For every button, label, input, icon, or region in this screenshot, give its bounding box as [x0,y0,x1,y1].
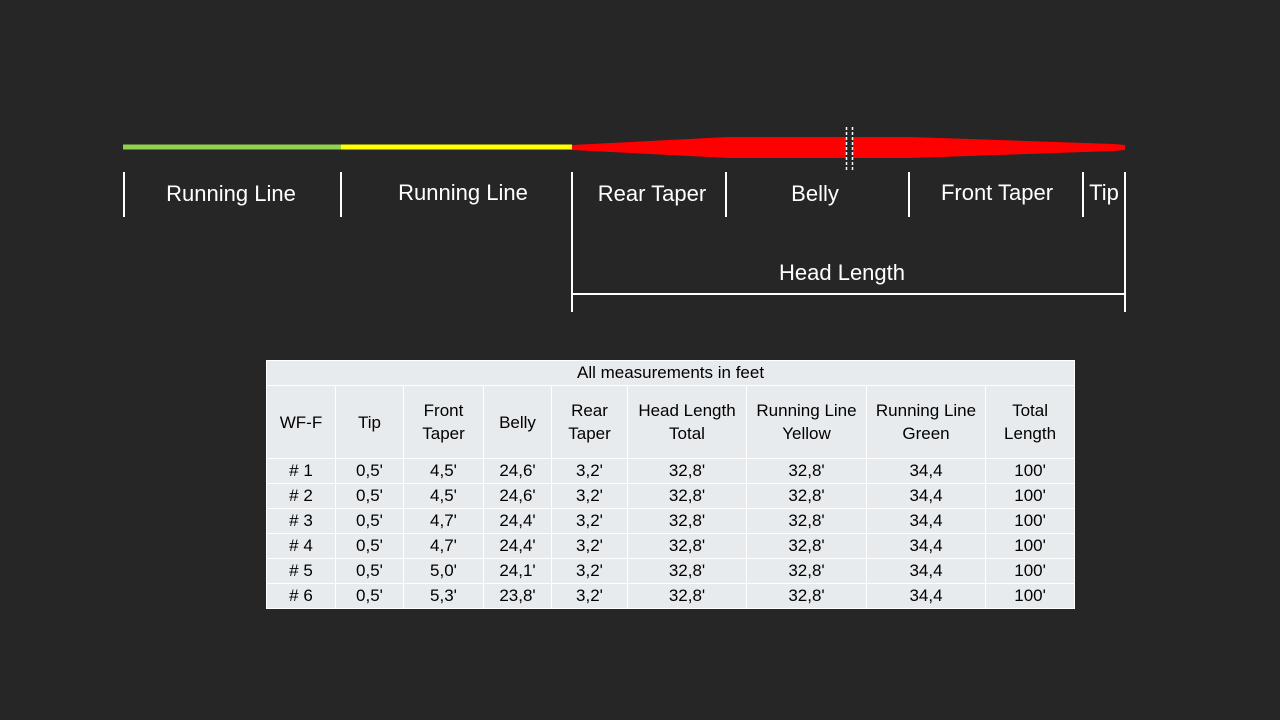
cell-model: # 1 [266,458,336,484]
cell-front-taper: 4,7' [403,508,484,534]
cell-model: # 6 [266,583,336,609]
label-belly: Belly [791,181,839,206]
cell-tip: 0,5' [335,508,404,534]
cell-total-length: 100' [984,483,1076,509]
label-rear-taper: Rear Taper [597,181,707,206]
label-running-line-yellow: Running Line [398,180,528,205]
column-header-text: Running Line Yellow [756,401,857,443]
cell-belly: 24,6' [483,483,552,509]
table-row: # 6 0,5' 5,3' 23,8' 3,2' 32,8' 32,8' 34,… [266,583,1076,609]
cell-running-line-green: 34,4 [866,508,986,534]
label-tip: Tip [1089,180,1119,205]
column-header: Rear Taper [551,385,628,459]
cell-tip: 0,5' [335,583,404,609]
measurements-table: All measurements in feet WF-F Tip Front … [265,360,1076,609]
table-header-row: WF-F Tip Front Taper Belly Rear Taper He… [266,385,1076,459]
column-header-text: Head Length Total [638,401,736,443]
column-header: WF-F [266,385,336,459]
cell-front-taper: 4,5' [403,458,484,484]
cell-running-line-yellow: 32,8' [746,558,867,584]
table-row: # 1 0,5' 4,5' 24,6' 3,2' 32,8' 32,8' 34,… [266,458,1076,484]
cell-head-length-total: 32,8' [627,458,747,484]
cell-tip: 0,5' [335,533,404,559]
table-row: # 5 0,5' 5,0' 24,1' 3,2' 32,8' 32,8' 34,… [266,558,1076,584]
cell-model: # 2 [266,483,336,509]
cell-running-line-green: 34,4 [866,558,986,584]
table-caption-row: All measurements in feet [265,360,1076,386]
column-header-text: Running Line Green [875,401,977,443]
cell-rear-taper: 3,2' [551,483,628,509]
cell-belly: 23,8' [483,583,552,609]
cell-rear-taper: 3,2' [551,533,628,559]
column-header: Running Line Yellow [746,385,867,459]
cell-front-taper: 4,5' [403,483,484,509]
column-header: Total Length [984,385,1076,459]
cell-tip: 0,5' [335,458,404,484]
column-header: Belly [483,385,552,459]
cell-belly: 24,1' [483,558,552,584]
label-front-taper: Front Taper [940,180,1054,205]
cell-total-length: 100' [984,533,1076,559]
cell-total-length: 100' [984,583,1076,609]
cell-front-taper: 5,3' [403,583,484,609]
label-head-length: Head Length [779,260,905,285]
cell-belly: 24,4' [483,533,552,559]
cell-running-line-yellow: 32,8' [746,583,867,609]
table-caption: All measurements in feet [265,360,1076,386]
belly-break-mark [846,128,853,170]
column-header: Running Line Green [866,385,986,459]
cell-tip: 0,5' [335,483,404,509]
cell-head-length-total: 32,8' [627,583,747,609]
cell-rear-taper: 3,2' [551,508,628,534]
cell-model: # 4 [266,533,336,559]
cell-running-line-yellow: 32,8' [746,458,867,484]
cell-front-taper: 5,0' [403,558,484,584]
cell-belly: 24,6' [483,458,552,484]
label-running-line-green: Running Line [166,181,296,206]
cell-tip: 0,5' [335,558,404,584]
column-header-text: Total Length [1004,401,1057,443]
cell-front-taper: 4,7' [403,533,484,559]
cell-model: # 3 [266,508,336,534]
column-header: Tip [335,385,404,459]
column-header: Head Length Total [627,385,747,459]
cell-rear-taper: 3,2' [551,458,628,484]
table-row: # 2 0,5' 4,5' 24,6' 3,2' 32,8' 32,8' 34,… [266,483,1076,509]
cell-belly: 24,4' [483,508,552,534]
cell-total-length: 100' [984,508,1076,534]
cell-running-line-yellow: 32,8' [746,533,867,559]
cell-running-line-green: 34,4 [866,583,986,609]
cell-running-line-green: 34,4 [866,458,986,484]
cell-head-length-total: 32,8' [627,558,747,584]
column-header-text: Rear Taper [568,401,611,443]
cell-total-length: 100' [984,458,1076,484]
cell-head-length-total: 32,8' [627,483,747,509]
cell-head-length-total: 32,8' [627,533,747,559]
cell-head-length-total: 32,8' [627,508,747,534]
cell-running-line-green: 34,4 [866,483,986,509]
measurements-table-container: All measurements in feet WF-F Tip Front … [265,360,1076,609]
cell-rear-taper: 3,2' [551,558,628,584]
cell-rear-taper: 3,2' [551,583,628,609]
cell-running-line-green: 34,4 [866,533,986,559]
cell-running-line-yellow: 32,8' [746,508,867,534]
cell-total-length: 100' [984,558,1076,584]
table-row: # 4 0,5' 4,7' 24,4' 3,2' 32,8' 32,8' 34,… [266,533,1076,559]
table-row: # 3 0,5' 4,7' 24,4' 3,2' 32,8' 32,8' 34,… [266,508,1076,534]
cell-running-line-yellow: 32,8' [746,483,867,509]
segment-dividers [123,172,1126,312]
cell-model: # 5 [266,558,336,584]
column-header-text: Front Taper [422,401,465,443]
column-header: Front Taper [403,385,484,459]
